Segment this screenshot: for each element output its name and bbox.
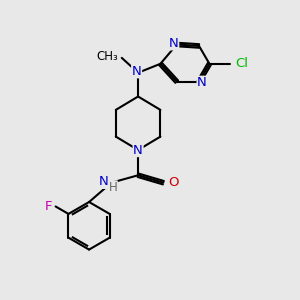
Text: H: H: [109, 181, 117, 194]
Text: N: N: [169, 37, 179, 50]
Text: O: O: [168, 176, 178, 189]
Text: Cl: Cl: [236, 57, 249, 70]
Text: N: N: [132, 65, 142, 78]
Text: CH₃: CH₃: [96, 50, 118, 63]
Text: N: N: [133, 143, 143, 157]
Text: F: F: [44, 200, 52, 213]
Text: N: N: [99, 175, 109, 188]
Text: N: N: [197, 76, 207, 89]
